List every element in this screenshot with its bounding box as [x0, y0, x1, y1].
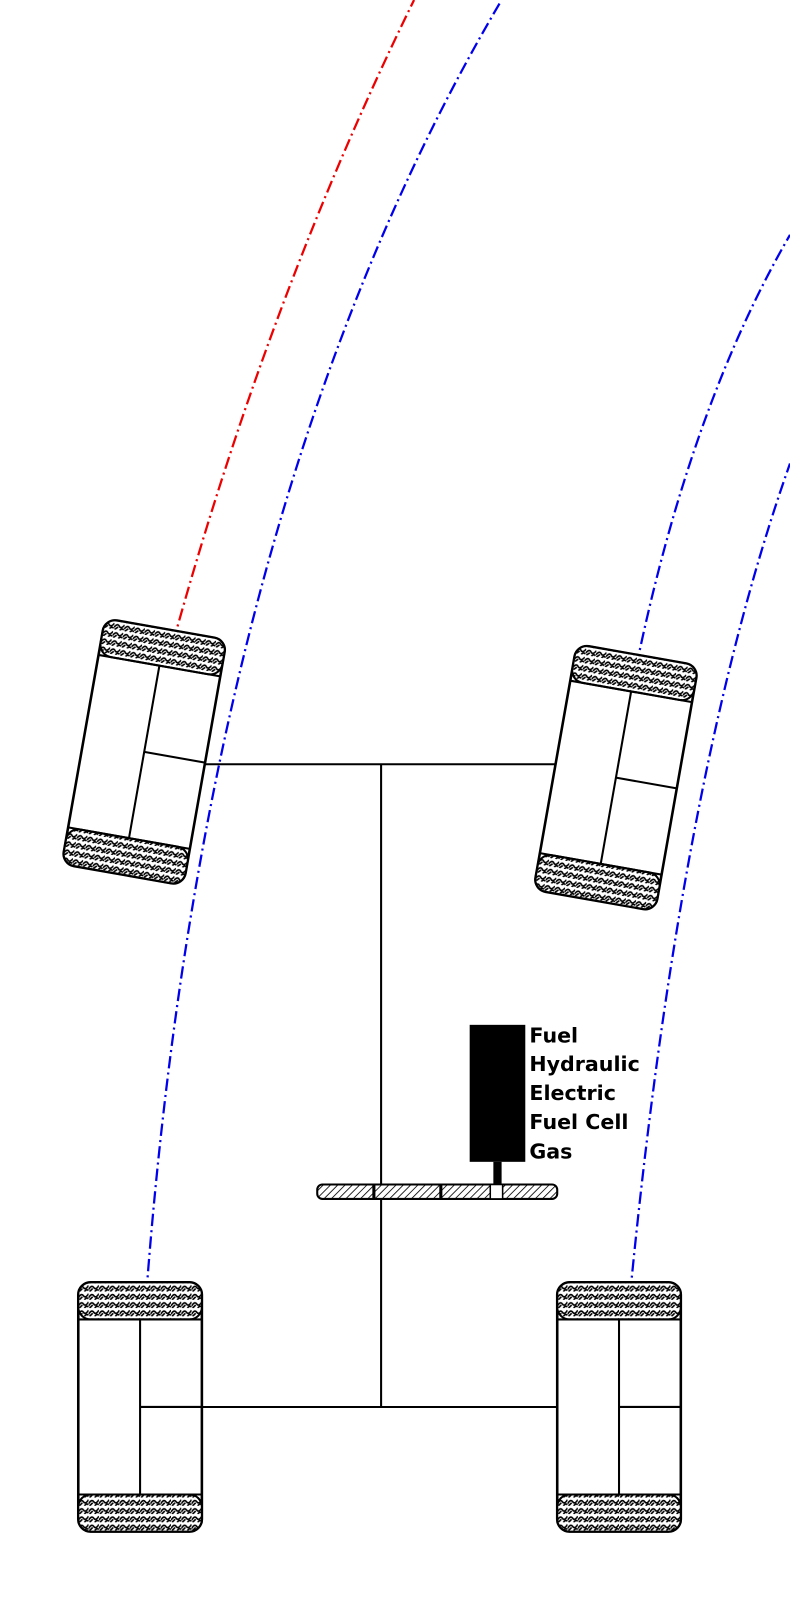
actuator-label: Fuel	[529, 1023, 578, 1047]
actuator-label: Electric	[529, 1081, 616, 1105]
rear-right-path	[618, 463, 790, 1408]
actuator-label: Gas	[529, 1140, 572, 1164]
gear-bar	[316, 1183, 559, 1200]
rear-left-wheel	[76, 1281, 204, 1533]
front-right-wheel	[532, 642, 700, 913]
actuator-label: Hydraulic	[529, 1052, 639, 1076]
chassis	[139, 763, 621, 1408]
actuator: Fuel Hydraulic Electric Fuel Cell Gas	[469, 1023, 640, 1185]
rear-left-path	[137, 0, 503, 1408]
actuator-label: Fuel Cell	[529, 1110, 628, 1134]
rear-right-wheel	[555, 1281, 683, 1533]
front-left-wheel	[60, 617, 228, 887]
